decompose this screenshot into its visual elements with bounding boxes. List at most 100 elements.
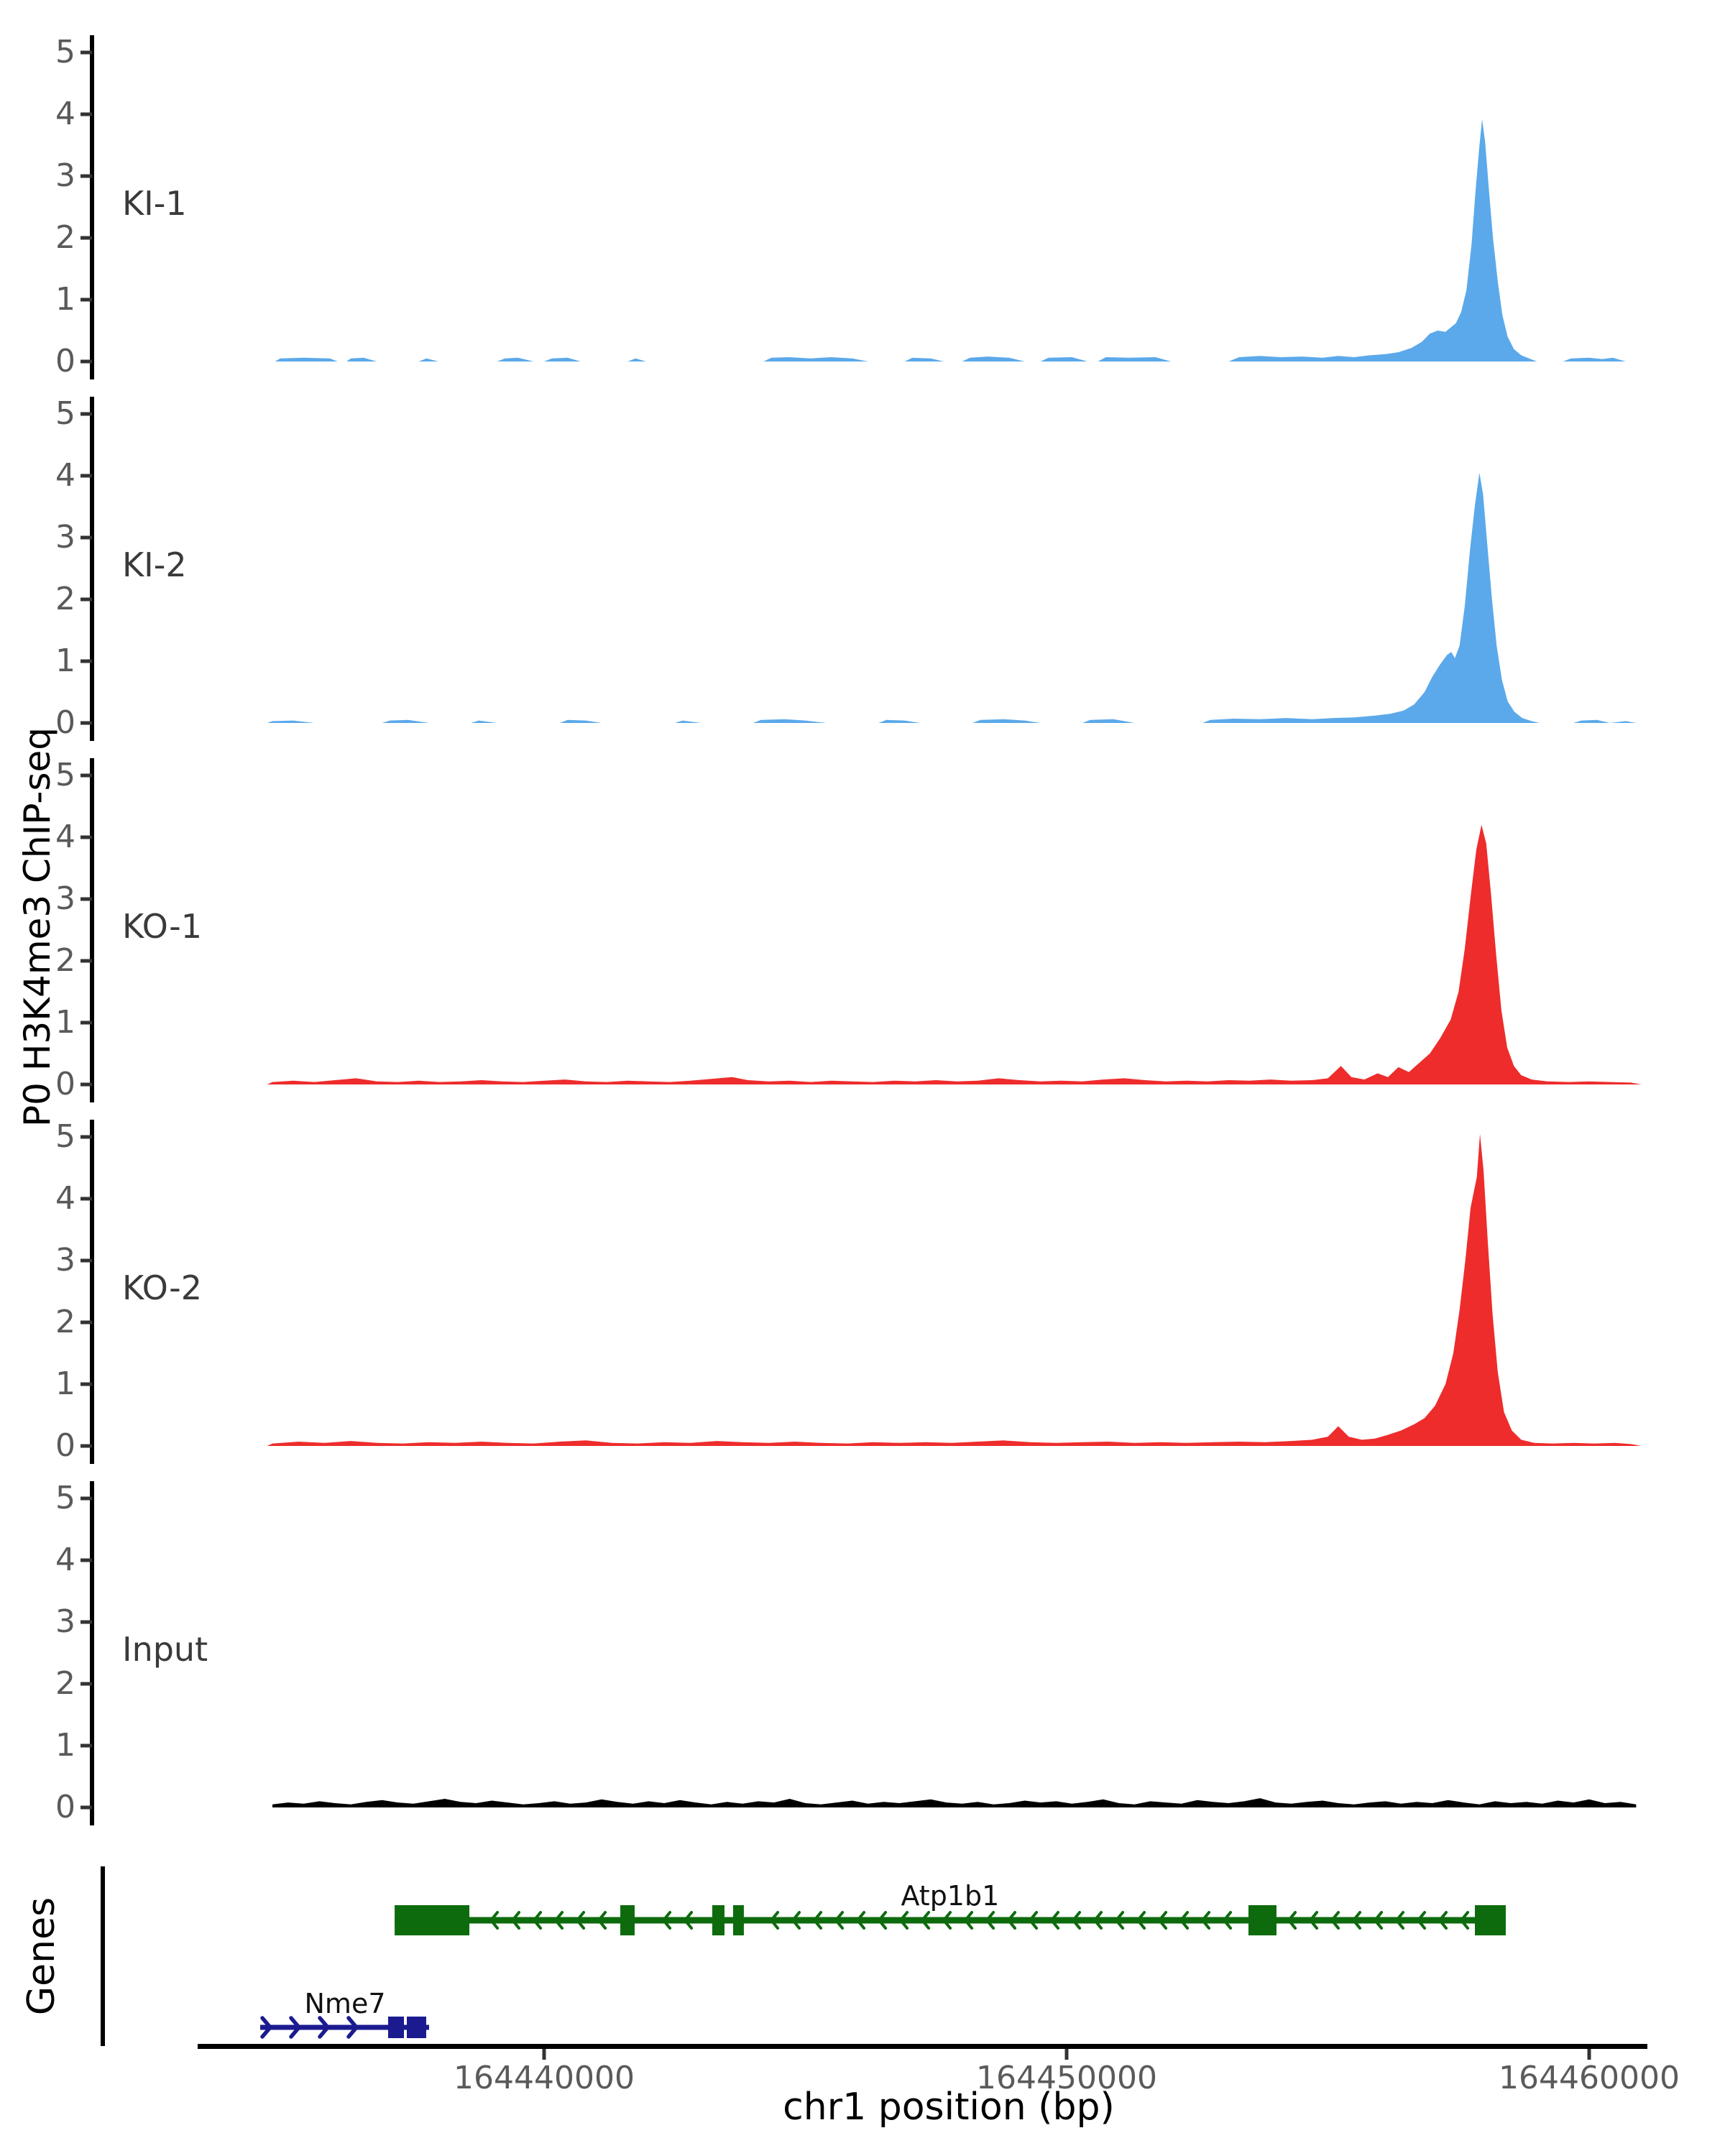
y-tick-label: 0	[55, 343, 75, 379]
signal-area-ko-2	[267, 1133, 1642, 1446]
signal-area-ki-2	[267, 472, 1637, 723]
y-tick	[80, 535, 92, 540]
genes-axis-spine	[101, 1866, 105, 2046]
left-strand-arrow-icon	[1351, 1911, 1362, 1930]
left-strand-arrow-icon	[1179, 1911, 1190, 1930]
y-tick	[80, 112, 92, 116]
left-strand-arrow-icon	[1114, 1911, 1125, 1930]
signal-area-ko-1	[267, 824, 1642, 1084]
y-tick-label: 4	[55, 1542, 75, 1578]
y-tick-label: 1	[55, 1004, 75, 1041]
genes-y-axis-label: Genes	[20, 1897, 63, 2016]
left-strand-arrow-icon	[532, 1911, 543, 1930]
y-tick	[80, 298, 92, 302]
left-strand-arrow-icon	[683, 1911, 694, 1930]
exon-atp1b1	[732, 1905, 744, 1935]
y-axis-spine	[90, 1120, 94, 1464]
y-tick	[80, 1135, 92, 1139]
left-strand-arrow-icon	[1092, 1911, 1103, 1930]
track-label-ki-2: KI-2	[122, 545, 187, 584]
x-axis-title: chr1 position (bp)	[783, 2086, 1115, 2129]
y-tick-label: 0	[55, 1427, 75, 1464]
right-strand-arrow-icon	[346, 2016, 359, 2039]
y-tick-label: 3	[55, 1603, 75, 1640]
left-strand-arrow-icon	[769, 1911, 780, 1930]
y-tick	[80, 659, 92, 663]
y-tick-label: 2	[55, 942, 75, 979]
y-tick	[80, 1496, 92, 1501]
y-tick	[80, 1382, 92, 1386]
y-tick-label: 4	[55, 819, 75, 855]
x-tick-label: 164440000	[454, 2060, 635, 2096]
y-tick	[80, 897, 92, 901]
right-strand-arrow-icon	[289, 2016, 302, 2039]
y-tick	[80, 236, 92, 240]
y-tick-label: 2	[55, 1665, 75, 1702]
y-axis-spine	[90, 397, 94, 741]
left-strand-arrow-icon	[1287, 1911, 1297, 1930]
left-strand-arrow-icon	[1308, 1911, 1319, 1930]
gene-label-atp1b1: Atp1b1	[901, 1880, 1000, 1912]
y-tick-label: 4	[55, 96, 75, 132]
left-strand-arrow-icon	[1222, 1911, 1233, 1930]
y-tick	[80, 1620, 92, 1624]
left-strand-arrow-icon	[855, 1911, 866, 1930]
left-strand-arrow-icon	[877, 1911, 888, 1930]
right-strand-arrow-icon	[318, 2016, 331, 2039]
y-tick-label: 5	[55, 757, 75, 793]
y-tick-label: 3	[55, 1242, 75, 1279]
left-strand-arrow-icon	[1006, 1911, 1017, 1930]
y-axis-spine	[90, 1481, 94, 1825]
x-tick	[542, 2049, 546, 2060]
y-tick-label: 5	[55, 395, 75, 432]
y-tick-label: 3	[55, 157, 75, 194]
x-tick-label: 164450000	[976, 2060, 1157, 2096]
left-strand-arrow-icon	[963, 1911, 974, 1930]
left-strand-arrow-icon	[812, 1911, 823, 1930]
track-label-ko-2: KO-2	[122, 1268, 203, 1307]
left-strand-arrow-icon	[1200, 1911, 1211, 1930]
x-tick	[1064, 2049, 1069, 2060]
y-tick-label: 1	[55, 281, 75, 318]
left-strand-arrow-icon	[1416, 1911, 1427, 1930]
y-tick-label: 5	[55, 1480, 75, 1516]
left-strand-arrow-icon	[1394, 1911, 1405, 1930]
y-tick	[80, 412, 92, 416]
y-tick-label: 0	[55, 704, 75, 741]
left-strand-arrow-icon	[1028, 1911, 1039, 1930]
y-tick-label: 2	[55, 219, 75, 256]
y-tick-label: 2	[55, 581, 75, 617]
left-strand-arrow-icon	[1459, 1911, 1470, 1930]
left-strand-arrow-icon	[834, 1911, 845, 1930]
y-tick-label: 3	[55, 519, 75, 556]
y-tick	[80, 1743, 92, 1748]
signal-area-input	[272, 1798, 1637, 1807]
x-axis-line	[198, 2044, 1647, 2049]
exon-atp1b1	[620, 1905, 635, 1935]
track-label-input: Input	[122, 1630, 208, 1669]
exon-atp1b1	[1248, 1905, 1276, 1935]
exon-atp1b1	[395, 1905, 470, 1935]
y-tick	[80, 474, 92, 478]
gene-label-nme7: Nme7	[304, 1988, 386, 2019]
gene-body-nme7	[260, 2024, 429, 2030]
y-tick	[80, 1805, 92, 1810]
left-strand-arrow-icon	[1071, 1911, 1082, 1930]
exon-atp1b1	[1475, 1905, 1506, 1935]
left-strand-arrow-icon	[942, 1911, 952, 1930]
left-strand-arrow-icon	[1438, 1911, 1448, 1930]
left-strand-arrow-icon	[575, 1911, 586, 1930]
y-tick-label: 5	[55, 1118, 75, 1155]
y-tick	[80, 1021, 92, 1025]
y-tick	[80, 1197, 92, 1201]
y-tick-label: 0	[55, 1066, 75, 1102]
left-strand-arrow-icon	[1157, 1911, 1168, 1930]
left-strand-arrow-icon	[1049, 1911, 1060, 1930]
y-tick	[80, 835, 92, 839]
x-tick	[1587, 2049, 1591, 2060]
left-strand-arrow-icon	[1136, 1911, 1146, 1930]
y-tick	[80, 1558, 92, 1562]
y-tick	[80, 359, 92, 364]
